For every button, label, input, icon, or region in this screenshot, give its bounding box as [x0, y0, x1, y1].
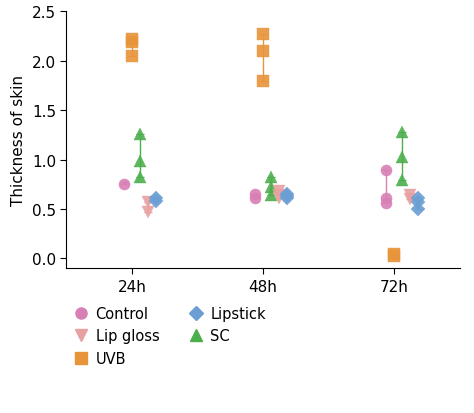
Y-axis label: Thickness of skin: Thickness of skin	[11, 75, 26, 206]
Legend: Control, Lip gloss, UVB, Lipstick, SC: Control, Lip gloss, UVB, Lipstick, SC	[73, 306, 266, 366]
